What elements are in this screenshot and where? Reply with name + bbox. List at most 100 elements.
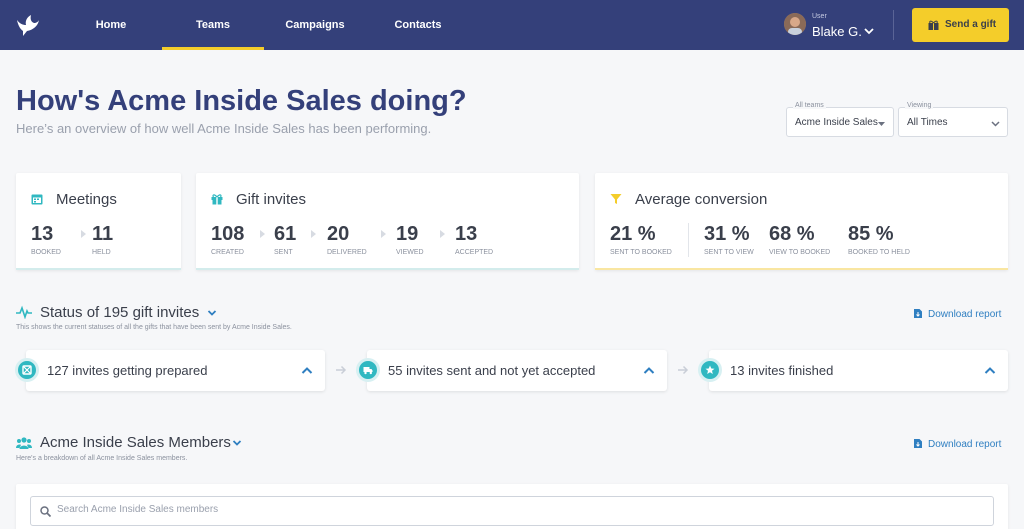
status-stage-badge: [15, 358, 39, 382]
stat-value: 11: [92, 223, 114, 245]
stat-label: VIEWED: [396, 249, 424, 256]
gift-created-stat: 108 CREATED: [211, 223, 244, 256]
gift-invites-card: Gift invites 108 CREATED 61 SENT 20 DELI…: [196, 173, 579, 270]
members-download-report-link[interactable]: Download report: [914, 439, 1001, 450]
download-report-label: Download report: [928, 309, 1002, 320]
gift-accepted-stat: 13 ACCEPTED: [455, 223, 493, 256]
viewing-select-caption: Viewing: [905, 102, 934, 109]
file-download-icon: [914, 309, 922, 318]
members-section-subtitle: Here's a breakdown of all Acme Inside Sa…: [16, 455, 188, 462]
booked-to-held-stat: 85 % BOOKED TO HELD: [848, 223, 910, 256]
viewing-select[interactable]: Viewing All Times: [898, 102, 1008, 137]
status-download-report-link[interactable]: Download report: [914, 309, 1001, 320]
chevron-right-icon: [381, 230, 386, 238]
truck-icon: [363, 367, 373, 375]
members-section-title: Acme Inside Sales Members: [40, 434, 231, 451]
stat-label: SENT TO VIEW: [704, 249, 754, 256]
caret-down-icon: [878, 122, 885, 126]
stat-value: 31 %: [704, 223, 750, 245]
viewing-select-value: All Times: [907, 117, 948, 128]
stat-value: 19: [396, 223, 419, 245]
team-select[interactable]: All teams Acme Inside Sales: [786, 102, 894, 137]
status-stage-label: 13 invites finished: [730, 363, 834, 378]
status-section-subtitle: This shows the current statuses of all t…: [16, 324, 292, 331]
stat-label: SENT TO BOOKED: [610, 249, 672, 256]
stat-label: ACCEPTED: [455, 249, 494, 256]
chevron-up-icon[interactable]: [643, 366, 655, 375]
status-section-title: Status of 195 gift invites: [40, 304, 200, 321]
stat-divider: [688, 223, 689, 257]
gift-invites-title: Gift invites: [236, 191, 307, 208]
chevron-down-icon[interactable]: [232, 438, 242, 448]
chevron-right-icon: [260, 230, 265, 238]
team-select-caption: All teams: [793, 102, 826, 109]
chevron-down-icon: [991, 121, 1000, 127]
chevron-up-icon[interactable]: [984, 366, 996, 375]
pulse-icon: [16, 305, 32, 319]
funnel-icon: [610, 194, 622, 204]
arrow-right-icon: [678, 365, 689, 375]
gift-sent-stat: 61 SENT: [274, 223, 296, 256]
team-select-value: Acme Inside Sales: [795, 117, 878, 128]
stat-value: 21 %: [610, 223, 656, 245]
nav-teams[interactable]: Teams: [162, 0, 264, 50]
status-stage-badge: [698, 358, 722, 382]
star-icon: [705, 365, 715, 374]
view-to-booked-stat: 68 % VIEW TO BOOKED: [769, 223, 830, 256]
chevron-right-icon: [81, 230, 86, 238]
page-subtitle: Here’s an overview of how well Acme Insi…: [16, 121, 432, 136]
stat-value: 20: [327, 223, 350, 245]
stat-label: HELD: [92, 249, 111, 256]
file-download-icon: [914, 439, 922, 448]
search-input[interactable]: [57, 504, 957, 515]
status-stage-finished[interactable]: 13 invites finished: [698, 350, 1008, 391]
meetings-card: Meetings 13 BOOKED 11 HELD: [16, 173, 181, 270]
top-navbar: Home Teams Campaigns Contacts User Blake…: [0, 0, 1024, 50]
stat-value: 68 %: [769, 223, 815, 245]
stat-value: 108: [211, 223, 245, 245]
calendar-icon: [31, 194, 43, 205]
conversion-title: Average conversion: [635, 191, 768, 208]
chevron-right-icon: [440, 230, 445, 238]
nav-divider: [893, 10, 894, 40]
chevron-down-icon[interactable]: [207, 308, 217, 318]
download-report-label: Download report: [928, 439, 1002, 450]
status-stage-sent[interactable]: 55 invites sent and not yet accepted: [356, 350, 667, 391]
meetings-held-stat: 11 HELD: [92, 223, 113, 256]
stat-value: 85 %: [848, 223, 894, 245]
sent-to-booked-stat: 21 % SENT TO BOOKED: [610, 223, 672, 256]
stat-value: 13: [31, 223, 54, 245]
gift-icon: [211, 194, 223, 205]
average-conversion-card: Average conversion 21 % SENT TO BOOKED 3…: [595, 173, 1008, 270]
status-stage-label: 55 invites sent and not yet accepted: [388, 363, 596, 378]
gift-icon: [928, 20, 939, 30]
status-stage-badge: [356, 358, 380, 382]
meetings-booked-stat: 13 BOOKED: [31, 223, 61, 256]
members-search[interactable]: [30, 496, 994, 526]
chevron-down-icon: [864, 28, 874, 35]
avatar: [784, 13, 806, 35]
chevron-up-icon[interactable]: [301, 366, 313, 375]
nav-home[interactable]: Home: [95, 19, 127, 31]
stat-value: 13: [455, 223, 478, 245]
dove-logo-icon[interactable]: [14, 12, 40, 38]
status-stage-prepared[interactable]: 127 invites getting prepared: [15, 350, 325, 391]
gift-delivered-stat: 20 DELIVERED: [327, 223, 367, 256]
status-stage-label: 127 invites getting prepared: [47, 363, 208, 378]
search-icon: [40, 506, 51, 517]
nav-campaigns[interactable]: Campaigns: [285, 19, 345, 31]
package-icon: [22, 365, 32, 375]
send-gift-button[interactable]: Send a gift: [912, 8, 1009, 42]
arrow-right-icon: [336, 365, 347, 375]
chevron-right-icon: [311, 230, 316, 238]
stat-label: DELIVERED: [327, 249, 367, 256]
stat-label: CREATED: [211, 249, 244, 256]
gift-viewed-stat: 19 VIEWED: [396, 223, 424, 256]
stat-label: VIEW TO BOOKED: [769, 249, 831, 256]
sent-to-view-stat: 31 % SENT TO VIEW: [704, 223, 754, 256]
nav-contacts[interactable]: Contacts: [394, 19, 442, 31]
users-icon: [16, 437, 32, 449]
stat-label: SENT: [274, 249, 293, 256]
stat-label: BOOKED: [31, 249, 61, 256]
user-name: Blake G.: [812, 24, 862, 39]
